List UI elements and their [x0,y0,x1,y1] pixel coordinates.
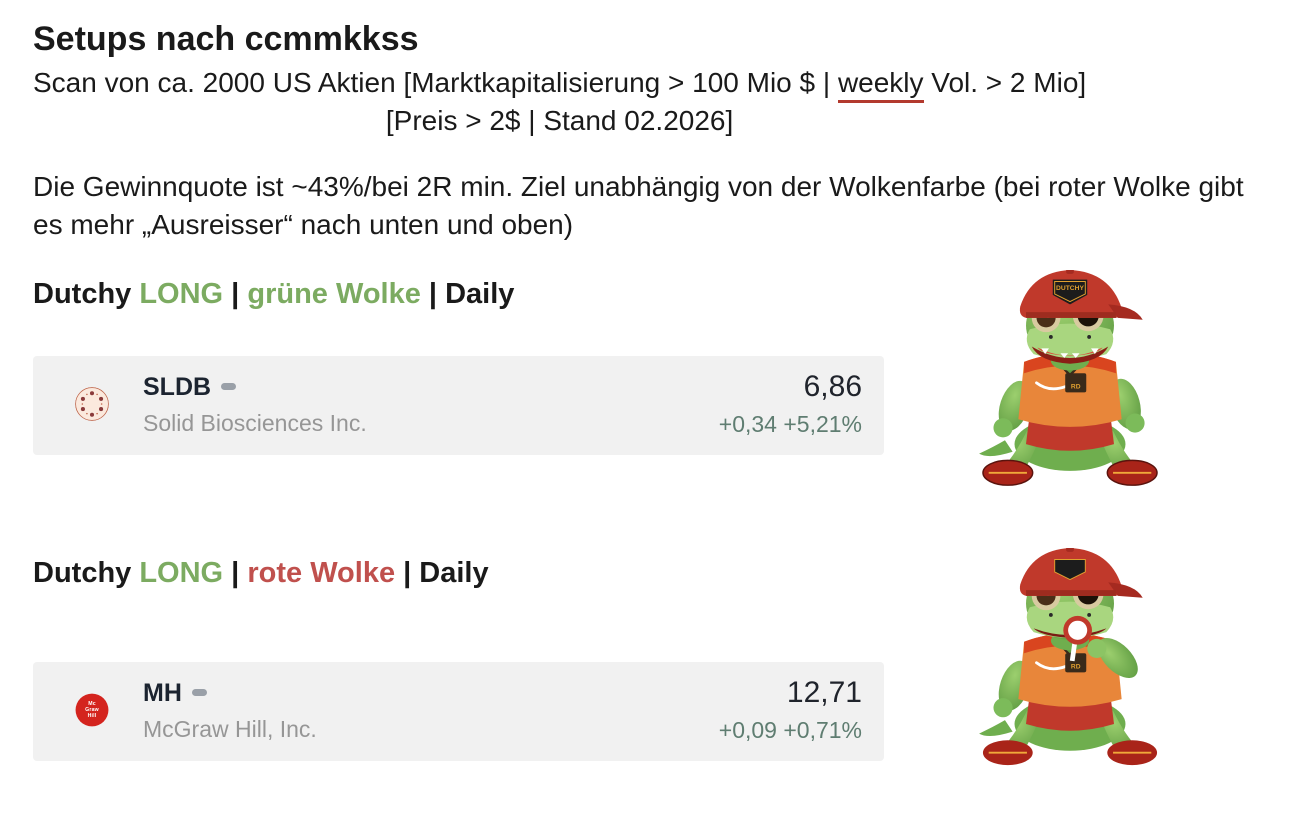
svg-text:DUTCHY: DUTCHY [1056,285,1084,292]
svg-text:RD: RD [1071,664,1081,671]
svg-text:RD: RD [1071,384,1081,391]
